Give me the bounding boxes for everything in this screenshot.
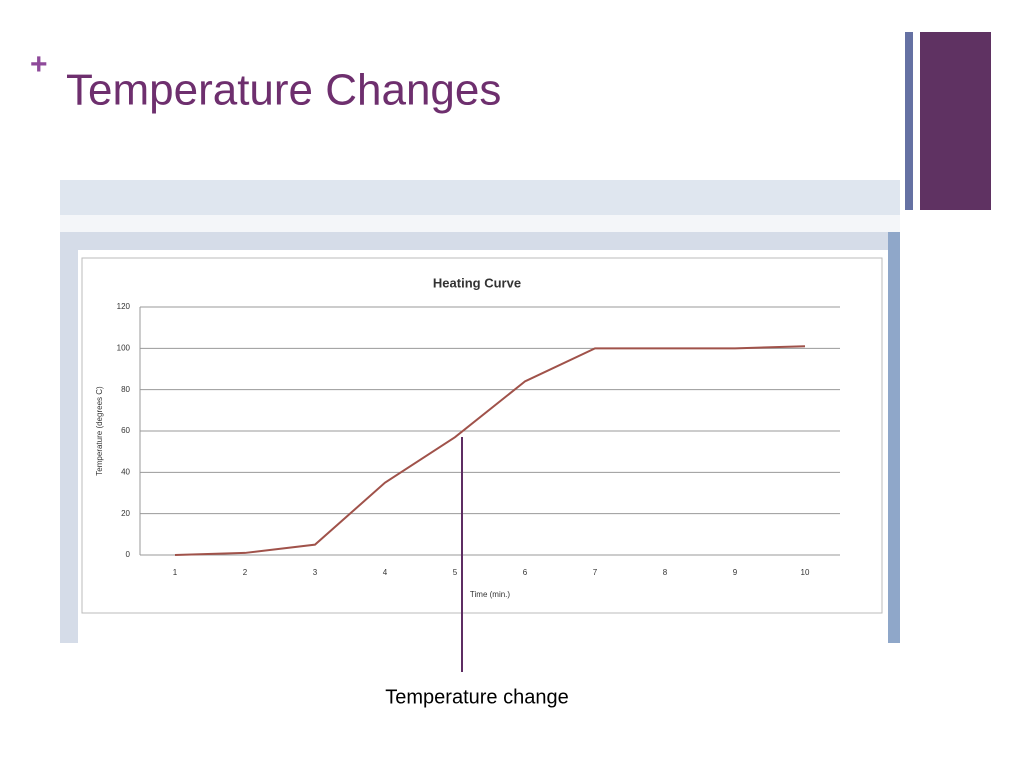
y-tick-label: 80 bbox=[121, 385, 130, 394]
accent-bar bbox=[905, 32, 913, 210]
annotation: Temperature change bbox=[385, 686, 568, 708]
y-tick-label: 120 bbox=[117, 302, 131, 311]
y-tick-label: 40 bbox=[121, 467, 130, 476]
plot: 0 20 40 60 80 100 120 1 2 3 4 5 6 7 8 9 10 bbox=[117, 302, 840, 577]
formula-bar bbox=[60, 215, 900, 232]
accent-block bbox=[920, 32, 991, 210]
x-tick-label: 7 bbox=[593, 568, 598, 577]
x-tick-label: 5 bbox=[453, 568, 458, 577]
x-tick-label: 6 bbox=[523, 568, 528, 577]
x-axis-label: Time (min.) bbox=[470, 590, 510, 599]
slide-title: Temperature Changes bbox=[66, 66, 501, 115]
x-tick-label: 2 bbox=[243, 568, 248, 577]
scrollbar bbox=[888, 232, 900, 643]
column-headers bbox=[60, 232, 888, 250]
x-tick-label: 4 bbox=[383, 568, 388, 577]
ribbon bbox=[60, 180, 900, 215]
x-tick-label: 10 bbox=[801, 568, 810, 577]
spreadsheet-screenshot bbox=[60, 180, 900, 643]
y-axis-label: Temperature (degrees C) bbox=[95, 386, 104, 476]
chart-area bbox=[81, 257, 883, 614]
bullet-plus: + bbox=[30, 48, 48, 81]
y-tick-label: 100 bbox=[117, 343, 131, 352]
chart-title: Heating Curve bbox=[433, 275, 521, 290]
y-tick-label: 60 bbox=[121, 426, 130, 435]
y-tick-label: 20 bbox=[121, 509, 130, 518]
row-headers bbox=[60, 250, 78, 643]
x-tick-label: 3 bbox=[313, 568, 318, 577]
data-line bbox=[174, 345, 806, 556]
x-tick-label: 9 bbox=[733, 568, 738, 577]
x-tick-label: 8 bbox=[663, 568, 668, 577]
x-tick-label: 1 bbox=[173, 568, 178, 577]
y-tick-label: 0 bbox=[126, 550, 131, 559]
